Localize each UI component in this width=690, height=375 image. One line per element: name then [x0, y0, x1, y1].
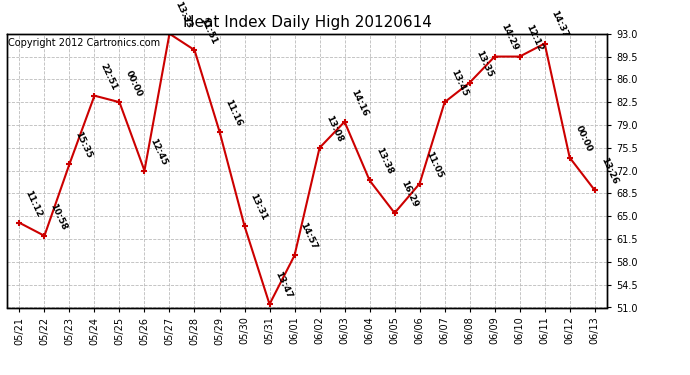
Text: 00:00: 00:00 [574, 124, 594, 153]
Text: 13:31: 13:31 [248, 192, 269, 222]
Text: Copyright 2012 Cartronics.com: Copyright 2012 Cartronics.com [8, 38, 160, 48]
Text: 13:45: 13:45 [448, 68, 469, 98]
Text: 13:47: 13:47 [274, 270, 294, 300]
Text: 15:35: 15:35 [74, 130, 94, 160]
Text: 13:08: 13:08 [324, 114, 344, 144]
Text: 16:29: 16:29 [399, 179, 419, 209]
Text: 13:33: 13:33 [174, 0, 194, 30]
Text: 14:57: 14:57 [299, 221, 319, 251]
Text: 14:29: 14:29 [499, 22, 519, 53]
Text: 11:05: 11:05 [424, 150, 444, 180]
Text: 11:51: 11:51 [199, 16, 219, 46]
Text: 11:12: 11:12 [23, 189, 44, 219]
Text: 14:37: 14:37 [549, 9, 569, 39]
Text: 12:45: 12:45 [148, 136, 169, 166]
Text: 11:16: 11:16 [224, 98, 244, 128]
Text: 13:35: 13:35 [474, 49, 494, 78]
Title: Heat Index Daily High 20120614: Heat Index Daily High 20120614 [183, 15, 431, 30]
Text: 00:00: 00:00 [124, 69, 144, 98]
Text: 13:26: 13:26 [599, 156, 619, 186]
Text: 10:58: 10:58 [48, 202, 69, 232]
Text: 13:38: 13:38 [374, 147, 394, 176]
Text: 22:51: 22:51 [99, 62, 119, 92]
Text: 12:12: 12:12 [524, 22, 544, 53]
Text: 14:16: 14:16 [348, 88, 369, 118]
